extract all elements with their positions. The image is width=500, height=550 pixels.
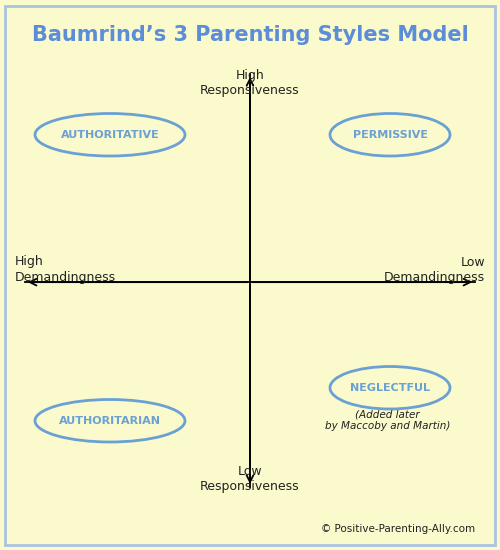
Text: High
Responsiveness: High Responsiveness [200, 69, 300, 97]
Text: NEGLECTFUL: NEGLECTFUL [350, 383, 430, 393]
Text: © Positive-Parenting-Ally.com: © Positive-Parenting-Ally.com [321, 524, 475, 534]
FancyBboxPatch shape [5, 6, 495, 544]
Ellipse shape [330, 366, 450, 409]
Text: AUTHORITARIAN: AUTHORITARIAN [59, 416, 161, 426]
Ellipse shape [330, 113, 450, 156]
Text: High
Demandingness: High Demandingness [15, 256, 116, 283]
Ellipse shape [35, 113, 185, 156]
Text: PERMISSIVE: PERMISSIVE [352, 130, 428, 140]
Text: AUTHORITATIVE: AUTHORITATIVE [60, 130, 160, 140]
Text: (Added later
by Maccoby and Martin): (Added later by Maccoby and Martin) [325, 410, 450, 431]
Text: Low
Responsiveness: Low Responsiveness [200, 465, 300, 493]
Text: Baumrind’s 3 Parenting Styles Model: Baumrind’s 3 Parenting Styles Model [32, 25, 469, 45]
Text: Low
Demandingness: Low Demandingness [384, 256, 485, 283]
Ellipse shape [35, 399, 185, 442]
